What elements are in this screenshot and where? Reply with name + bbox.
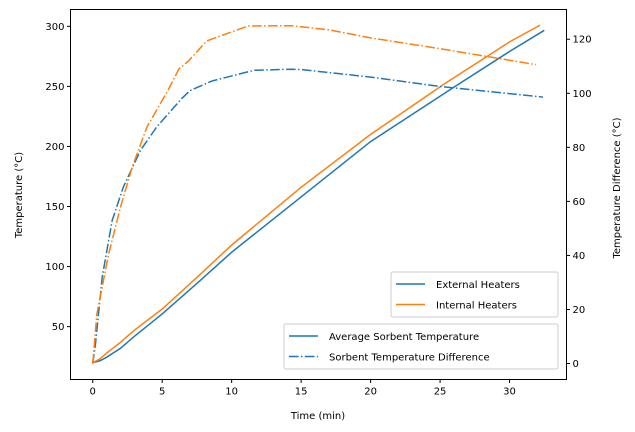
legend-label: Sorbent Temperature Difference <box>329 353 490 364</box>
plot-frame <box>70 9 567 380</box>
legend-label: Internal Heaters <box>436 301 517 312</box>
series-layer <box>91 24 545 364</box>
x-axis: 0 5 10 15 20 25 30 <box>90 379 516 398</box>
y-tick-label: 300 <box>45 22 64 33</box>
y2-tick-label: 100 <box>573 89 592 100</box>
x-tick-label: 25 <box>434 387 447 398</box>
y2-tick-label: 120 <box>573 35 592 46</box>
y-tick-label: 250 <box>45 82 64 93</box>
y-axis-label: Temperature (°C) <box>14 152 25 239</box>
x-tick-label: 20 <box>364 387 377 398</box>
y-tick-label: 50 <box>52 322 65 333</box>
series-line-internal-temperature <box>92 24 541 364</box>
x-tick-label: 10 <box>225 387 238 398</box>
x-axis-label: Time (min) <box>290 411 345 422</box>
y2-tick-label: 40 <box>573 251 586 262</box>
y2-tick-label: 60 <box>573 197 586 208</box>
y2-tick-label: 0 <box>573 359 579 370</box>
legend-1: External Heaters Internal Heaters <box>390 271 559 318</box>
x-tick-label: 5 <box>159 387 165 398</box>
y2-tick-label: 80 <box>573 143 586 154</box>
y-tick-label: 200 <box>45 142 64 153</box>
legend-box <box>283 323 559 370</box>
y2-tick-label: 20 <box>573 305 586 316</box>
y-axis-left: 50 100 150 200 250 300 <box>45 22 71 333</box>
x-tick-label: 15 <box>295 387 308 398</box>
legend-label: Average Sorbent Temperature <box>329 332 479 343</box>
y-axis-right: 0 20 40 60 80 100 120 <box>566 35 592 370</box>
x-tick-label: 0 <box>90 387 96 398</box>
y2-axis-label: Temperature Difference (°C) <box>612 117 623 259</box>
y-tick-label: 100 <box>45 262 64 273</box>
series-line-external-difference <box>91 68 543 364</box>
series-line-internal-difference <box>91 24 537 364</box>
legend-layer: External Heaters Internal Heaters Average … <box>283 271 559 370</box>
y-tick-label: 150 <box>45 202 64 213</box>
series-line-external-temperature <box>92 29 545 364</box>
legend-box <box>390 271 559 318</box>
legend-2: Average Sorbent Temperature Sorbent Tempe… <box>283 323 559 370</box>
legend-label: External Heaters <box>436 280 520 291</box>
x-tick-label: 30 <box>503 387 516 398</box>
